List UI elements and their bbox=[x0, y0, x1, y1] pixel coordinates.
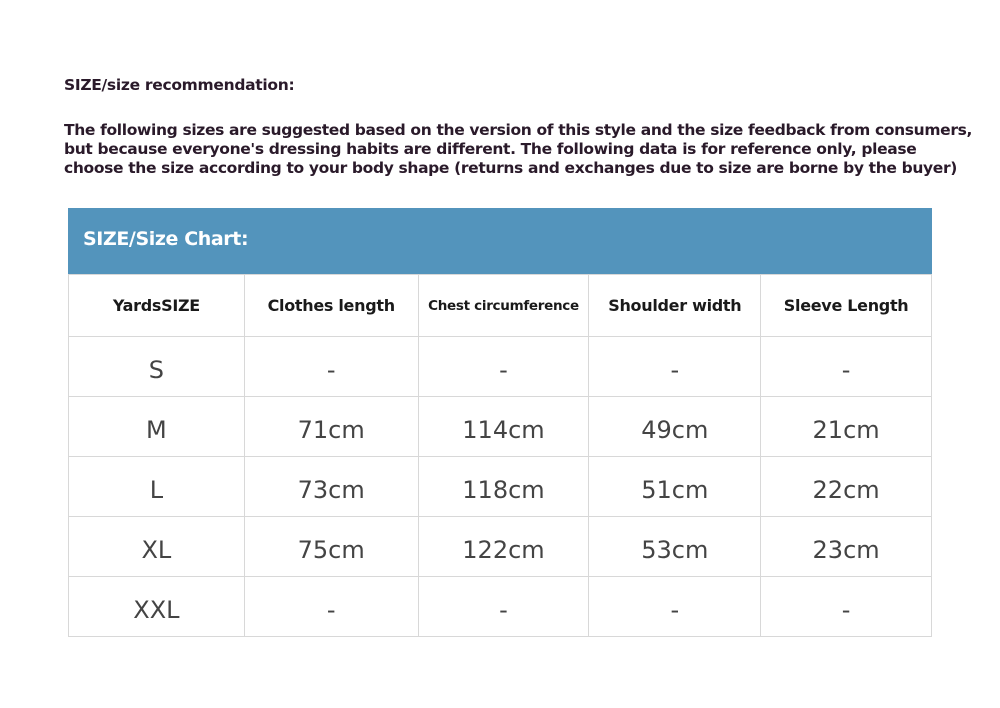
table-row: M 71cm 114cm 49cm 21cm bbox=[68, 396, 932, 457]
size-cell: S bbox=[68, 336, 245, 397]
column-header-clothes-length: Clothes length bbox=[243, 274, 419, 337]
column-header-sleeve: Sleeve Length bbox=[760, 274, 932, 337]
column-header-chest: Chest circumference bbox=[417, 274, 590, 337]
column-header-shoulder: Shoulder width bbox=[588, 274, 762, 337]
size-cell: L bbox=[68, 456, 245, 517]
measurement-cell: 21cm bbox=[760, 396, 932, 457]
paragraph-line: but because everyone's dressing habits a… bbox=[64, 140, 917, 158]
measurement-cell: - bbox=[588, 576, 762, 637]
size-chart-title: SIZE/Size Chart: bbox=[83, 228, 249, 250]
size-cell: XL bbox=[68, 516, 245, 577]
measurement-cell: 23cm bbox=[760, 516, 932, 577]
measurement-cell: - bbox=[417, 576, 590, 637]
size-chart-title-bar: SIZE/Size Chart: bbox=[68, 208, 932, 274]
measurement-cell: 49cm bbox=[588, 396, 762, 457]
table-row: XL 75cm 122cm 53cm 23cm bbox=[68, 516, 932, 577]
measurement-cell: - bbox=[760, 336, 932, 397]
measurement-cell: 51cm bbox=[588, 456, 762, 517]
measurement-cell: 114cm bbox=[417, 396, 590, 457]
table-row: S---- bbox=[68, 336, 932, 397]
recommendation-text: The following sizes are suggested based … bbox=[64, 121, 973, 178]
table-header-row: YardsSIZE Clothes length Chest circumfer… bbox=[68, 274, 932, 337]
measurement-cell: - bbox=[243, 336, 419, 397]
measurement-cell: - bbox=[243, 576, 419, 637]
size-chart-table: YardsSIZE Clothes length Chest circumfer… bbox=[68, 274, 932, 637]
column-header-size: YardsSIZE bbox=[68, 274, 245, 337]
table-row: L 73cm 118cm 51cm 22cm bbox=[68, 456, 932, 517]
measurement-cell: - bbox=[588, 336, 762, 397]
measurement-cell: 71cm bbox=[243, 396, 419, 457]
size-cell: XXL bbox=[68, 576, 245, 637]
measurement-cell: 53cm bbox=[588, 516, 762, 577]
size-recommendation-heading: SIZE/size recommendation: bbox=[64, 76, 295, 94]
measurement-cell: 22cm bbox=[760, 456, 932, 517]
paragraph-line: The following sizes are suggested based … bbox=[64, 121, 973, 139]
measurement-cell: 75cm bbox=[243, 516, 419, 577]
measurement-cell: 73cm bbox=[243, 456, 419, 517]
size-cell: M bbox=[68, 396, 245, 457]
paragraph-line: choose the size according to your body s… bbox=[64, 159, 957, 177]
measurement-cell: - bbox=[760, 576, 932, 637]
table-row: XXL - - - - bbox=[68, 576, 932, 637]
measurement-cell: 118cm bbox=[417, 456, 590, 517]
measurement-cell: - bbox=[417, 336, 590, 397]
measurement-cell: 122cm bbox=[417, 516, 590, 577]
